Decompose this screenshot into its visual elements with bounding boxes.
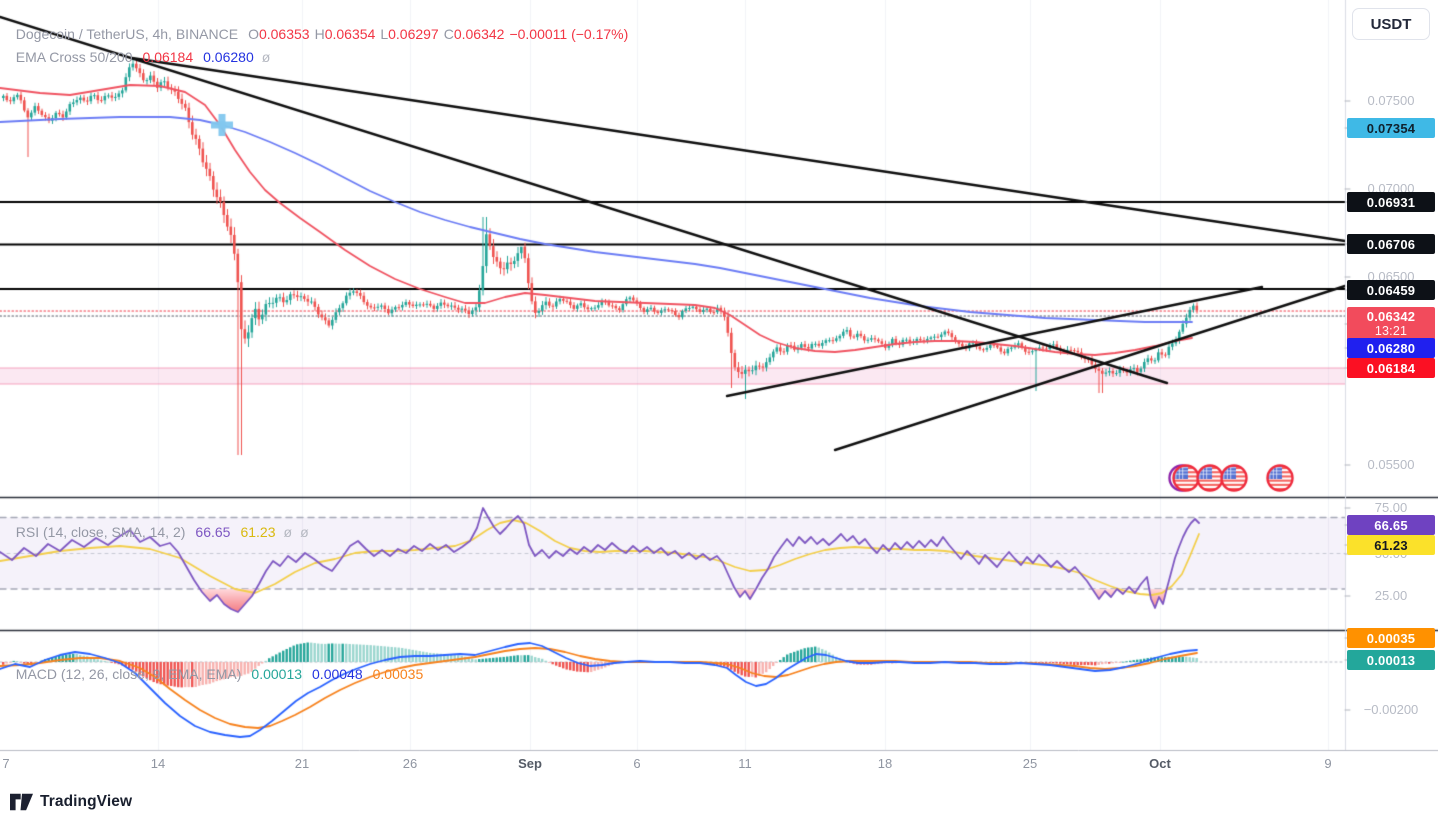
rsi-label-chip: 66.65 [1347,515,1435,535]
rsi-axis-tick: 75.00 [1374,500,1408,515]
time-axis-label: 25 [1022,756,1038,771]
price-label-chip: 0.07354 [1347,118,1435,138]
tradingview-logo[interactable]: TradingView [10,792,132,812]
price-axis[interactable]: 0.075000.070000.065000.0550075.0050.0025… [1346,0,1438,750]
time-axis-label: 7 [2,756,10,771]
price-label-chip: 0.06706 [1347,234,1435,254]
price-axis-tick: 0.05500 [1367,457,1415,472]
symbol-title: Dogecoin / TetherUS, 4h, BINANCE [15,26,239,42]
time-axis-label: 21 [294,756,310,771]
time-axis-label: 6 [633,756,641,771]
rsi-header: RSI (14, close, SMA, 14, 2) 66.65 61.23 ø ø [8,508,309,540]
hidden-value-icon: ø [283,524,293,540]
hidden-value-icon: ø [300,524,309,540]
macd-header: MACD (12, 26, close, 9, EMA, EMA) 0.00013… [8,650,423,682]
rsi-label-chip: 61.23 [1347,535,1435,555]
price-label-chip: 0.06931 [1347,192,1435,212]
price-label-chip: 0.06459 [1347,280,1435,300]
time-axis-label: Oct [1149,756,1171,771]
low-value: 0.06297 [388,26,439,42]
high-value: 0.06354 [324,26,376,42]
open-value: 0.06353 [258,26,310,42]
macd-label-chip: 0.00013 [1347,650,1435,670]
time-axis-label: 9 [1324,756,1332,771]
close-value: 0.06342 [453,26,505,42]
macd-line-value: 0.00048 [312,666,363,682]
tradingview-logo-text: TradingView [40,793,133,810]
low-label: L [380,26,389,42]
change-value: −0.00011 (−0.17%) [509,26,629,42]
time-axis-label: 11 [738,756,752,771]
time-axis-label: 26 [402,756,418,771]
price-axis-tick: 0.07500 [1367,93,1415,108]
open-label: O [248,26,259,42]
hidden-values-icon: ø [261,49,271,65]
macd-label-chip: 0.00035 [1347,628,1435,648]
ema200-value: 0.06280 [203,49,254,65]
high-label: H [314,26,325,42]
rsi-value: 66.65 [195,524,231,540]
time-axis[interactable]: 7 14 21 26 Sep 6 11 18 25 Oct 9 [0,751,1438,777]
rsi-axis-tick: 25.00 [1374,588,1408,603]
macd-title[interactable]: MACD (12, 26, close, 9, EMA, EMA) [15,666,242,682]
time-axis-label: 18 [877,756,893,771]
price-label-chip: 0.06184 [1347,358,1435,378]
macd-axis-tick: −0.00200 [1363,702,1419,717]
time-axis-label: 14 [150,756,166,771]
ema50-value: 0.06184 [142,49,194,65]
close-label: C [443,26,454,42]
macd-hist-value: 0.00013 [251,666,303,682]
price-label-chip: 0.06342 13:21 [1347,307,1435,341]
currency-toggle-button[interactable]: USDT [1352,8,1430,40]
rsi-title[interactable]: RSI (14, close, SMA, 14, 2) [15,524,186,540]
ema-cross-title[interactable]: EMA Cross 50/200 [15,49,133,65]
tradingview-logo-icon [10,792,33,812]
ema-cross-header: EMA Cross 50/200 0.06184 0.06280 ø [8,33,271,65]
price-label-chip: 0.06280 [1347,338,1435,358]
macd-signal-value: 0.00035 [372,666,424,682]
time-axis-label: Sep [518,756,542,771]
rsi-ma-value: 61.23 [240,524,276,540]
symbol-header: Dogecoin / TetherUS, 4h, BINANCE O0.06353… [8,10,629,42]
